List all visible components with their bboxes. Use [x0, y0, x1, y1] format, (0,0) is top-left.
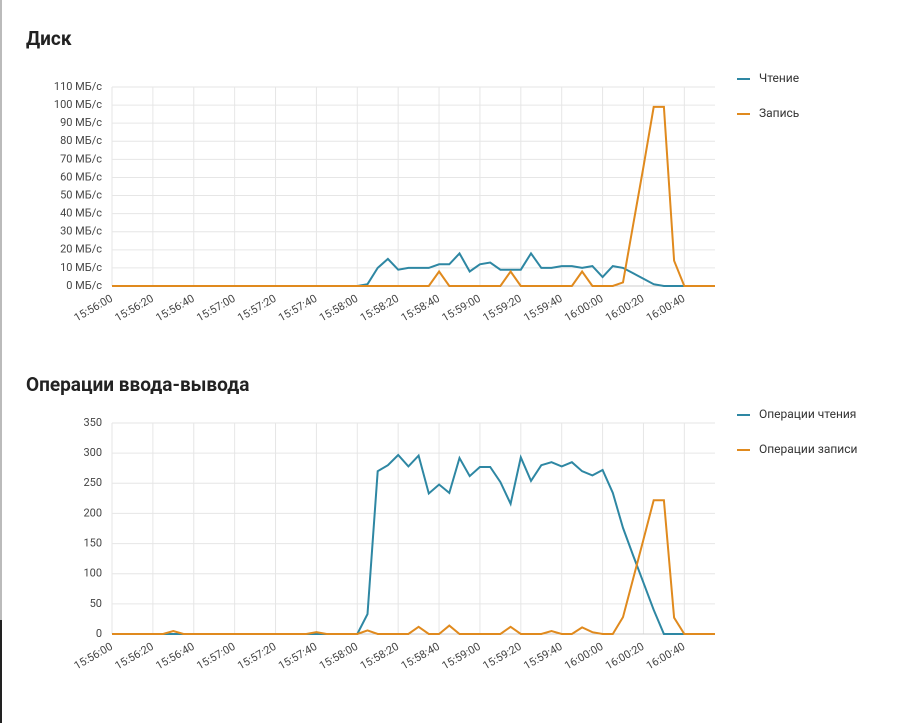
y-tick-label: 50	[90, 597, 102, 610]
x-tick-label: 15:58:00	[317, 640, 360, 672]
x-tick-label: 16:00:40	[644, 292, 687, 324]
legend-label: Чтение	[759, 71, 799, 85]
chart-title: Диск	[26, 27, 72, 50]
y-tick-label: 350	[83, 416, 102, 429]
x-tick-label: 15:58:40	[399, 292, 442, 324]
x-tick-label: 15:56:20	[113, 640, 156, 672]
y-tick-label: 10 МБ/с	[60, 261, 102, 274]
y-tick-label: 50 МБ/с	[60, 188, 102, 201]
y-tick-label: 30 МБ/с	[60, 225, 102, 238]
y-tick-label: 250	[83, 476, 102, 489]
x-tick-label: 15:57:00	[194, 292, 237, 324]
x-tick-label: 15:59:40	[521, 640, 564, 672]
y-tick-label: 90 МБ/с	[60, 116, 102, 129]
x-tick-label: 16:00:20	[603, 292, 646, 324]
x-tick-label: 15:57:40	[276, 640, 319, 672]
y-tick-label: 150	[83, 536, 102, 549]
y-tick-label: 300	[83, 446, 102, 459]
y-tick-label: 110 МБ/с	[54, 80, 102, 93]
y-tick-label: 70 МБ/с	[60, 152, 102, 165]
x-tick-label: 15:56:00	[72, 292, 115, 324]
series-line	[112, 499, 715, 635]
x-tick-label: 15:59:20	[481, 292, 524, 324]
x-tick-label: 15:56:40	[153, 640, 196, 672]
series-line	[112, 105, 715, 287]
y-tick-label: 200	[83, 506, 102, 519]
x-tick-label: 15:58:20	[358, 292, 401, 324]
legend-label: Запись	[759, 106, 799, 120]
x-tick-label: 15:57:00	[194, 640, 237, 672]
x-tick-label: 16:00:00	[562, 292, 605, 324]
y-tick-label: 100	[83, 567, 102, 580]
x-tick-label: 15:57:20	[235, 292, 278, 324]
series-line	[112, 453, 715, 635]
x-tick-label: 15:57:20	[235, 640, 278, 672]
y-tick-label: 0	[96, 627, 102, 640]
x-tick-label: 15:58:20	[358, 640, 401, 672]
x-tick-label: 15:58:40	[399, 640, 442, 672]
x-tick-label: 15:56:20	[113, 292, 156, 324]
x-tick-label: 15:58:00	[317, 292, 360, 324]
x-tick-label: 16:00:40	[644, 640, 687, 672]
legend-label: Операции записи	[759, 442, 858, 456]
x-tick-label: 15:59:20	[481, 640, 524, 672]
x-tick-label: 15:56:40	[153, 292, 196, 324]
x-tick-label: 15:56:00	[72, 640, 115, 672]
x-tick-label: 16:00:20	[603, 640, 646, 672]
y-tick-label: 100 МБ/с	[54, 98, 102, 111]
y-tick-label: 40 МБ/с	[60, 207, 102, 220]
x-tick-label: 15:57:40	[276, 292, 319, 324]
x-tick-label: 15:59:00	[440, 640, 483, 672]
x-tick-label: 15:59:40	[521, 292, 564, 324]
y-tick-label: 80 МБ/с	[60, 134, 102, 147]
x-tick-label: 15:59:00	[440, 292, 483, 324]
y-tick-label: 0 МБ/с	[66, 279, 102, 292]
x-tick-label: 16:00:00	[562, 640, 605, 672]
y-tick-label: 20 МБ/с	[60, 243, 102, 256]
y-tick-label: 60 МБ/с	[60, 170, 102, 183]
legend-label: Операции чтения	[759, 407, 856, 421]
chart-title: Операции ввода-вывода	[26, 373, 249, 396]
